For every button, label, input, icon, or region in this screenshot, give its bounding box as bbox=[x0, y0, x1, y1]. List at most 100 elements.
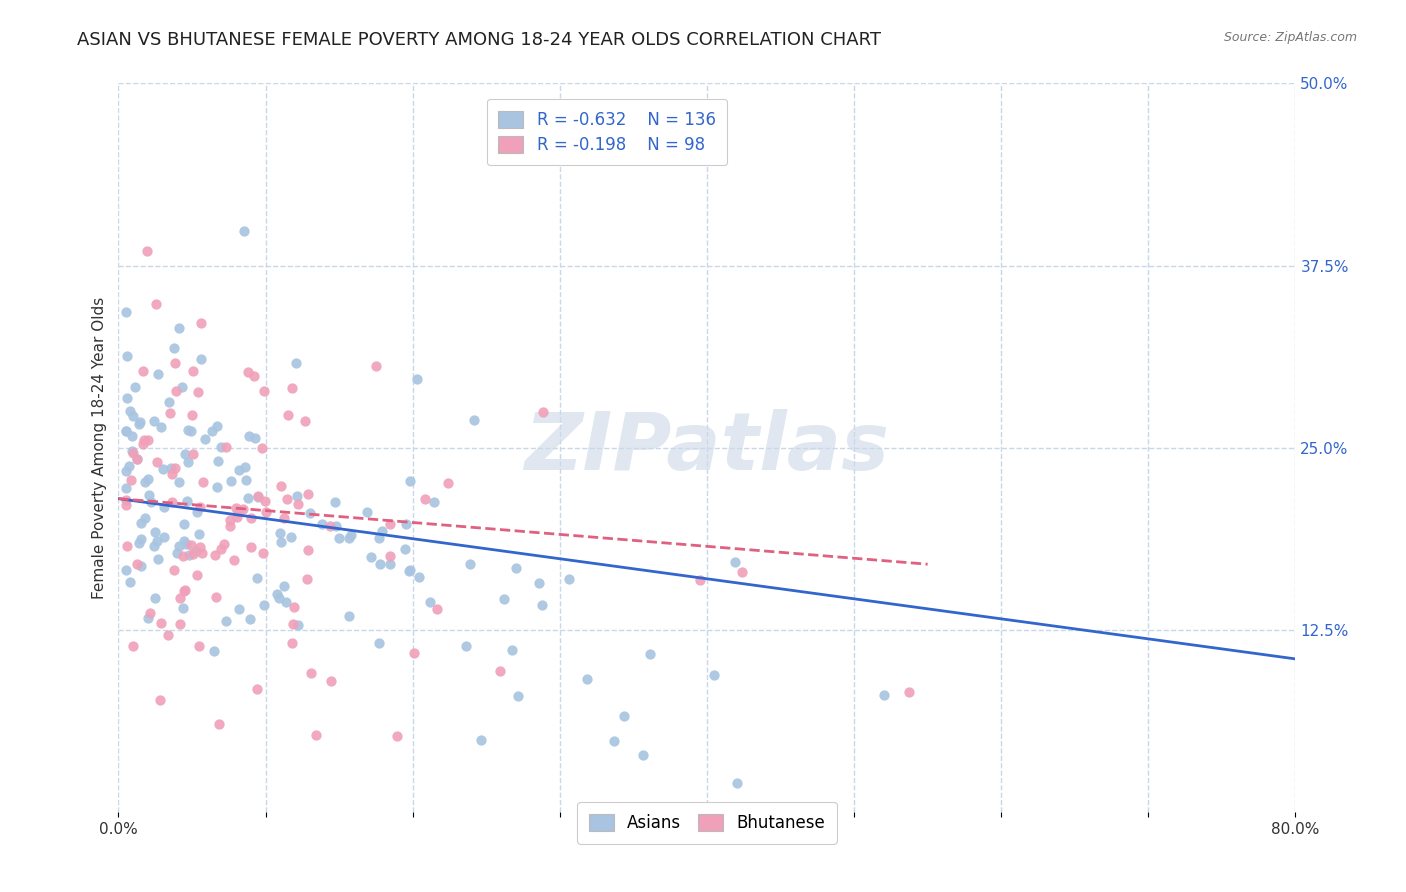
Point bbox=[181, 447, 204, 461]
Point bbox=[378, 557, 401, 571]
Point bbox=[143, 525, 166, 540]
Point bbox=[436, 476, 458, 491]
Point bbox=[160, 460, 183, 475]
Point bbox=[122, 446, 145, 460]
Point bbox=[139, 606, 162, 620]
Point bbox=[128, 535, 150, 549]
Point bbox=[120, 473, 142, 487]
Point bbox=[297, 486, 319, 500]
Point bbox=[270, 479, 292, 493]
Point bbox=[157, 628, 180, 642]
Point bbox=[162, 563, 184, 577]
Point bbox=[193, 475, 215, 489]
Point bbox=[186, 568, 208, 582]
Point bbox=[325, 519, 347, 533]
Point bbox=[219, 519, 242, 533]
Point bbox=[256, 505, 278, 519]
Point bbox=[114, 424, 136, 438]
Point bbox=[190, 351, 212, 366]
Point bbox=[174, 537, 197, 551]
Point bbox=[188, 540, 211, 554]
Point bbox=[114, 304, 136, 318]
Point bbox=[202, 644, 225, 658]
Point bbox=[266, 586, 288, 600]
Point bbox=[426, 602, 449, 616]
Point bbox=[129, 533, 152, 547]
Point bbox=[138, 488, 160, 502]
Point bbox=[146, 533, 169, 548]
Point bbox=[120, 404, 142, 418]
Point bbox=[172, 549, 194, 563]
Point bbox=[166, 546, 188, 560]
Point bbox=[328, 531, 350, 545]
Point bbox=[238, 365, 260, 379]
Point bbox=[138, 611, 160, 625]
Point bbox=[149, 420, 172, 434]
Point bbox=[114, 493, 136, 508]
Point bbox=[114, 465, 136, 479]
Point bbox=[134, 510, 156, 524]
Point bbox=[121, 409, 143, 423]
Point bbox=[118, 574, 141, 589]
Point bbox=[209, 441, 232, 455]
Point bbox=[340, 528, 363, 542]
Point bbox=[356, 505, 378, 519]
Point bbox=[638, 648, 661, 662]
Point bbox=[492, 592, 515, 607]
Point bbox=[319, 518, 342, 533]
Point bbox=[228, 601, 250, 615]
Point bbox=[205, 419, 228, 434]
Point bbox=[897, 685, 920, 699]
Point bbox=[121, 639, 143, 653]
Point bbox=[413, 491, 436, 506]
Point bbox=[872, 688, 894, 702]
Point bbox=[145, 296, 167, 310]
Point bbox=[145, 455, 167, 469]
Point bbox=[115, 349, 138, 363]
Point bbox=[131, 363, 153, 377]
Point bbox=[527, 576, 550, 591]
Point bbox=[160, 467, 183, 482]
Point bbox=[153, 500, 176, 514]
Point bbox=[243, 368, 266, 383]
Point bbox=[169, 475, 191, 489]
Point bbox=[215, 614, 238, 628]
Point bbox=[163, 356, 186, 370]
Point bbox=[304, 728, 326, 742]
Point bbox=[253, 384, 276, 399]
Point bbox=[201, 425, 224, 439]
Point bbox=[731, 566, 754, 580]
Point bbox=[134, 475, 156, 489]
Point bbox=[226, 510, 249, 524]
Point bbox=[117, 539, 139, 553]
Point bbox=[702, 667, 724, 681]
Point bbox=[165, 384, 187, 398]
Point bbox=[385, 729, 408, 743]
Point bbox=[269, 525, 291, 540]
Point bbox=[284, 356, 307, 370]
Point bbox=[157, 395, 180, 409]
Point bbox=[724, 556, 747, 570]
Point bbox=[146, 552, 169, 566]
Point bbox=[180, 408, 202, 422]
Point bbox=[508, 690, 530, 704]
Point bbox=[238, 429, 260, 443]
Point bbox=[215, 440, 238, 454]
Point bbox=[121, 429, 143, 443]
Point bbox=[501, 642, 523, 657]
Point bbox=[226, 505, 249, 519]
Point bbox=[132, 436, 155, 450]
Point bbox=[408, 569, 430, 583]
Point bbox=[172, 601, 194, 615]
Point bbox=[188, 500, 211, 514]
Point bbox=[225, 501, 247, 516]
Point bbox=[173, 583, 195, 598]
Point bbox=[273, 579, 295, 593]
Point bbox=[269, 591, 291, 606]
Point bbox=[114, 424, 136, 438]
Point bbox=[186, 505, 208, 519]
Point bbox=[190, 317, 212, 331]
Point bbox=[245, 431, 267, 445]
Point bbox=[371, 524, 394, 538]
Point bbox=[276, 492, 298, 507]
